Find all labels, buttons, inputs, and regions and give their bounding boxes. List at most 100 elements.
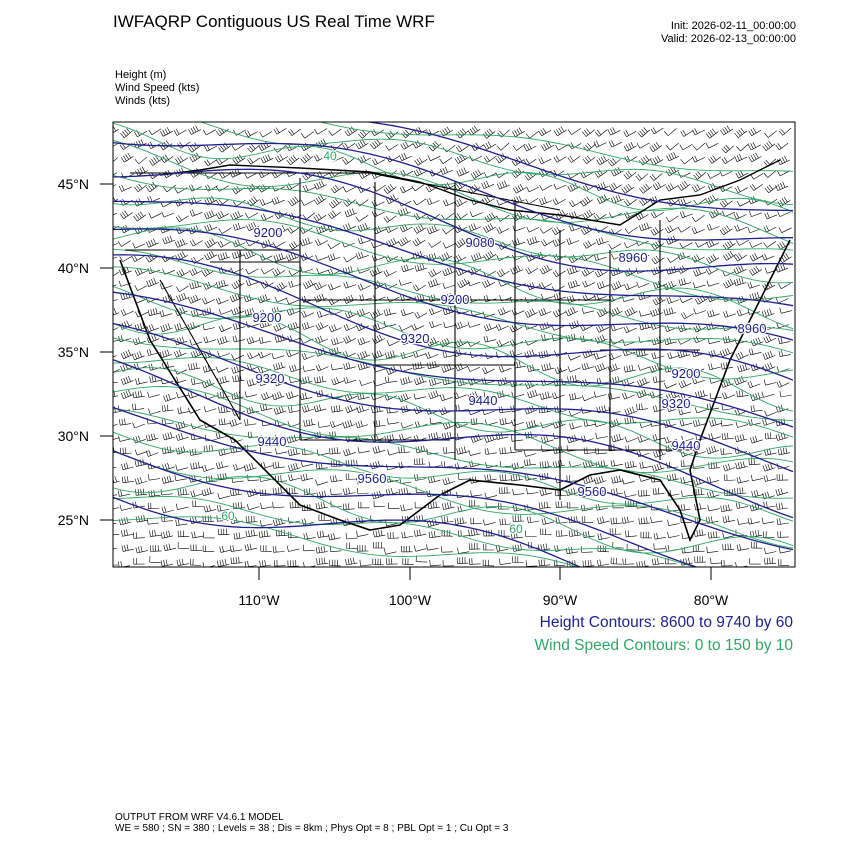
wind-barb [286, 434, 300, 444]
wind-barb [722, 392, 735, 400]
wind-barb [750, 474, 764, 481]
wind-barb [510, 265, 524, 275]
wind-barb [693, 171, 707, 180]
wind-barb [370, 309, 384, 319]
wind-barb [113, 534, 120, 536]
wind-barb [692, 184, 705, 193]
wind-barb [343, 448, 356, 457]
wind-barb [357, 337, 371, 346]
wind-barb [749, 210, 762, 217]
wind-barb [215, 127, 229, 137]
wind-barb [748, 152, 762, 163]
wind-barb [176, 391, 189, 399]
wind-barb [650, 227, 664, 236]
wind-barb [175, 155, 189, 165]
wind-barb [677, 252, 691, 260]
wind-barb [387, 418, 400, 425]
wind-barb [667, 519, 680, 526]
wind-barb [272, 241, 286, 248]
wind-barb [609, 376, 623, 384]
wind-barb [569, 422, 582, 430]
wind-barb [384, 434, 397, 443]
wind-barb [120, 349, 134, 359]
wind-barb [778, 127, 792, 136]
wind-barb [400, 504, 413, 512]
wind-barb [749, 265, 763, 276]
wind-barb [118, 435, 131, 442]
wind-barb [748, 196, 762, 205]
wind-barb [581, 362, 595, 371]
wind-barb [275, 225, 288, 235]
wind-barb [246, 221, 260, 232]
wind-barb [372, 334, 385, 344]
wind-barb [677, 226, 691, 233]
wind-barb [539, 227, 553, 234]
wind-barb [734, 128, 748, 138]
wind-barb [120, 224, 134, 234]
wind-barb [145, 254, 159, 263]
wind-barb [315, 322, 329, 331]
wind-barb [428, 278, 441, 288]
wind-barb [553, 183, 567, 190]
wind-speed-contour [318, 122, 794, 172]
wind-barb [736, 476, 750, 484]
wind-barb [275, 154, 288, 163]
wind-barb [694, 503, 707, 511]
wind-barb [261, 392, 274, 401]
wind-barb [608, 140, 622, 148]
wind-barb [230, 445, 243, 454]
wind-barb [342, 266, 356, 275]
wind-barb [482, 367, 495, 375]
wind-barb [145, 449, 159, 457]
wind-barb [313, 154, 327, 162]
wind-barb [160, 154, 174, 163]
wind-barb [260, 154, 274, 164]
wind-barb [357, 447, 371, 454]
wind-barb [722, 515, 735, 523]
wind-barb [161, 361, 175, 369]
wind-barb [568, 410, 582, 417]
wind-barb [582, 155, 596, 164]
map-frame [112, 121, 796, 568]
wind-barb [566, 434, 580, 444]
wind-barb [497, 377, 511, 387]
wind-barb [567, 182, 581, 192]
wind-barb [274, 334, 288, 343]
wind-barb [579, 378, 593, 387]
wind-barb [593, 475, 607, 485]
wind-barb [693, 308, 707, 315]
wind-barb [383, 320, 397, 328]
wind-barb [510, 473, 523, 482]
wind-barb [428, 378, 442, 386]
wind-barb [247, 157, 261, 165]
wind-barb [637, 377, 650, 387]
wind-barb [373, 542, 385, 549]
wind-barb [147, 502, 160, 509]
wind-barb [273, 406, 287, 415]
wind-barb [286, 155, 300, 166]
wind-barb [555, 489, 567, 497]
wind-barb [442, 242, 456, 249]
wind-barb [442, 351, 456, 358]
wind-barb [484, 474, 497, 482]
wind-speed-contour [113, 286, 794, 380]
wind-barb [441, 363, 455, 373]
height-contour [113, 449, 699, 567]
height-contour [113, 200, 794, 307]
wind-barb [175, 421, 189, 430]
wind-barb [580, 491, 593, 498]
wind-barb [775, 404, 789, 413]
model-footer-line2: WE = 580 ; SN = 380 ; Levels = 38 ; Dis … [115, 823, 509, 834]
height-contour-legend: Height Contours: 8600 to 9740 by 60 [539, 614, 793, 631]
wind-barb [597, 559, 610, 567]
wind-barb [358, 130, 371, 139]
wind-barb [525, 131, 539, 139]
wind-speed-contour [199, 122, 794, 206]
wind-barb [640, 531, 652, 539]
wind-barb [481, 180, 495, 189]
wind-barb [526, 186, 540, 193]
wind-barb [355, 477, 369, 485]
height-contours [113, 122, 794, 567]
wind-barb [426, 225, 440, 235]
wind-barb [496, 142, 510, 151]
